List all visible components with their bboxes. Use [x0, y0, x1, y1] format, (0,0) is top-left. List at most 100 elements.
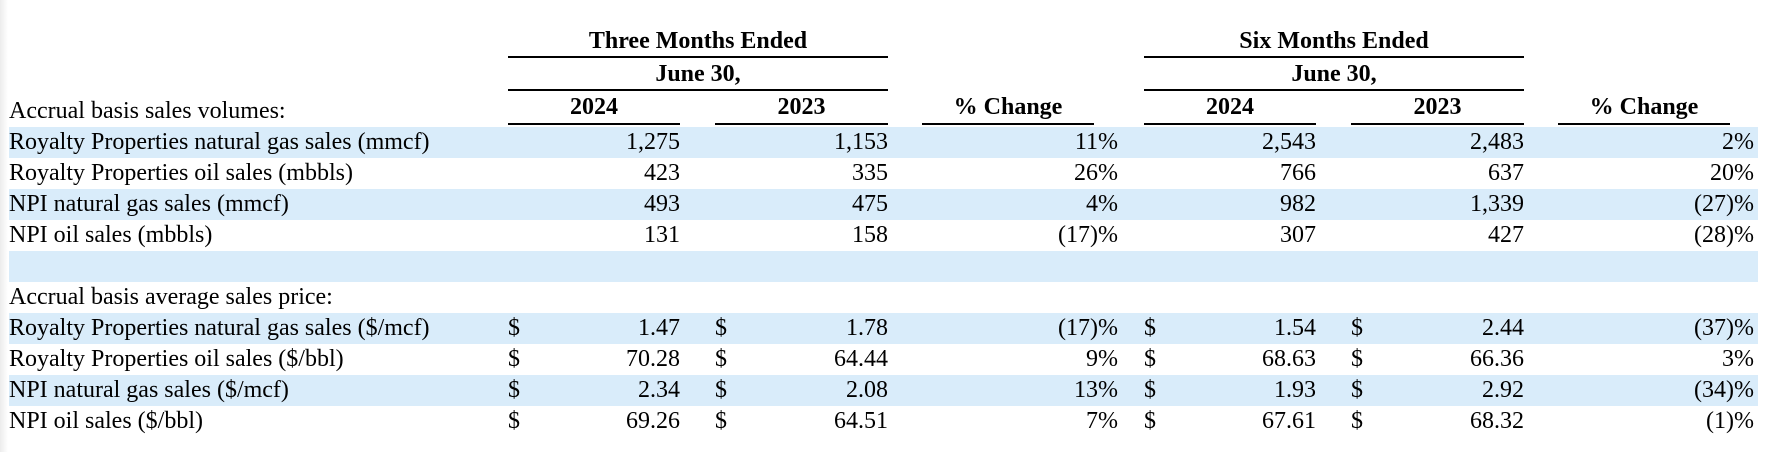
cell-three-months-2023: 64.51 [834, 408, 888, 434]
column-rule [1351, 123, 1524, 125]
cell-six-months-pct-change: (1)% [1706, 408, 1754, 434]
currency-symbol: $ [715, 346, 727, 372]
column-rule [1558, 123, 1730, 125]
row-label: Royalty Properties oil sales (mbbls) [9, 160, 353, 186]
cell-three-months-pct-change: 4% [1086, 191, 1118, 217]
currency-symbol: $ [508, 346, 520, 372]
row-band [9, 375, 1758, 406]
column-rule [1144, 123, 1316, 125]
currency-symbol: $ [715, 377, 727, 403]
cell-six-months-2023: 1,339 [1470, 191, 1524, 217]
row-label: Royalty Properties natural gas sales ($/… [9, 315, 430, 341]
cell-three-months-2024: 70.28 [626, 346, 680, 372]
cell-three-months-2024: 2.34 [638, 377, 680, 403]
row-band [9, 189, 1758, 220]
col-header-pct-change: % Change [1589, 94, 1699, 120]
header-rule [508, 56, 888, 58]
currency-symbol: $ [508, 377, 520, 403]
cell-three-months-2023: 158 [852, 222, 888, 248]
cell-three-months-pct-change: 11% [1074, 129, 1118, 155]
cell-three-months-pct-change: (17)% [1058, 315, 1118, 341]
cell-six-months-pct-change: 2% [1722, 129, 1754, 155]
cell-six-months-pct-change: (34)% [1694, 377, 1754, 403]
cell-three-months-pct-change: 13% [1074, 377, 1118, 403]
currency-symbol: $ [1144, 408, 1156, 434]
cell-six-months-pct-change: (37)% [1694, 315, 1754, 341]
header-rule [508, 89, 888, 91]
col-header-2024: 2024 [1206, 94, 1254, 120]
row-label: NPI oil sales (mbbls) [9, 222, 213, 248]
currency-symbol: $ [508, 315, 520, 341]
cell-six-months-pct-change: 20% [1710, 160, 1754, 186]
cell-three-months-2024: 493 [644, 191, 680, 217]
cell-six-months-pct-change: 3% [1722, 346, 1754, 372]
left-edge-shadow [0, 0, 8, 452]
header-rule [1144, 56, 1524, 58]
currency-symbol: $ [1144, 346, 1156, 372]
cell-three-months-2024: 1,275 [626, 129, 680, 155]
row-band [9, 127, 1758, 158]
cell-three-months-pct-change: (17)% [1058, 222, 1118, 248]
cell-three-months-2023: 475 [852, 191, 888, 217]
cell-three-months-2024: 131 [644, 222, 680, 248]
col-header-2023: 2023 [777, 94, 826, 120]
currency-symbol: $ [715, 315, 727, 341]
six-months-title: Six Months Ended [1239, 28, 1429, 54]
row-label: NPI oil sales ($/bbl) [9, 408, 203, 434]
currency-symbol: $ [1351, 346, 1363, 372]
currency-symbol: $ [1351, 408, 1363, 434]
currency-symbol: $ [715, 408, 727, 434]
section-label-prices: Accrual basis average sales price: [9, 284, 333, 310]
cell-six-months-2024: 67.61 [1262, 408, 1316, 434]
row-label: Royalty Properties oil sales ($/bbl) [9, 346, 344, 372]
cell-six-months-2023: 427 [1488, 222, 1524, 248]
three-months-title: Three Months Ended [588, 28, 808, 54]
row-label: NPI natural gas sales (mmcf) [9, 191, 289, 217]
column-rule [715, 123, 888, 125]
currency-symbol: $ [1351, 315, 1363, 341]
cell-six-months-pct-change: (27)% [1694, 191, 1754, 217]
cell-six-months-2023: 2,483 [1470, 129, 1524, 155]
column-rule [922, 123, 1094, 125]
cell-six-months-2023: 2.44 [1482, 315, 1524, 341]
currency-symbol: $ [1144, 377, 1156, 403]
cell-three-months-2024: 1.47 [638, 315, 680, 341]
row-band [9, 313, 1758, 344]
cell-six-months-2024: 1.93 [1274, 377, 1316, 403]
cell-three-months-2023: 1.78 [846, 315, 888, 341]
cell-six-months-2024: 307 [1280, 222, 1316, 248]
cell-six-months-2023: 637 [1488, 160, 1524, 186]
cell-six-months-pct-change: (28)% [1694, 222, 1754, 248]
cell-three-months-pct-change: 9% [1086, 346, 1118, 372]
row-label: Royalty Properties natural gas sales (mm… [9, 129, 430, 155]
cell-three-months-2024: 69.26 [626, 408, 680, 434]
cell-three-months-2023: 64.44 [834, 346, 888, 372]
cell-six-months-2024: 982 [1280, 191, 1316, 217]
cell-six-months-2024: 68.63 [1262, 346, 1316, 372]
three-months-subtitle: June 30, [655, 61, 741, 87]
currency-symbol: $ [508, 408, 520, 434]
cell-six-months-2024: 2,543 [1262, 129, 1316, 155]
cell-three-months-2023: 1,153 [834, 129, 888, 155]
cell-three-months-2024: 423 [644, 160, 680, 186]
currency-symbol: $ [1351, 377, 1363, 403]
row-label: NPI natural gas sales ($/mcf) [9, 377, 289, 403]
col-header-pct-change: % Change [953, 94, 1063, 120]
six-months-subtitle: June 30, [1291, 61, 1377, 87]
cell-three-months-pct-change: 7% [1086, 408, 1118, 434]
currency-symbol: $ [1144, 315, 1156, 341]
column-rule [508, 123, 680, 125]
col-header-2024: 2024 [570, 94, 618, 120]
cell-three-months-2023: 335 [852, 160, 888, 186]
header-rule [1144, 89, 1524, 91]
cell-six-months-2024: 766 [1280, 160, 1316, 186]
cell-six-months-2024: 1.54 [1274, 315, 1316, 341]
cell-six-months-2023: 68.32 [1470, 408, 1524, 434]
cell-six-months-2023: 2.92 [1482, 377, 1524, 403]
cell-three-months-pct-change: 26% [1074, 160, 1118, 186]
col-header-2023: 2023 [1413, 94, 1462, 120]
cell-six-months-2023: 66.36 [1470, 346, 1524, 372]
row-band [9, 251, 1758, 282]
section-label-volumes: Accrual basis sales volumes: [9, 98, 286, 124]
